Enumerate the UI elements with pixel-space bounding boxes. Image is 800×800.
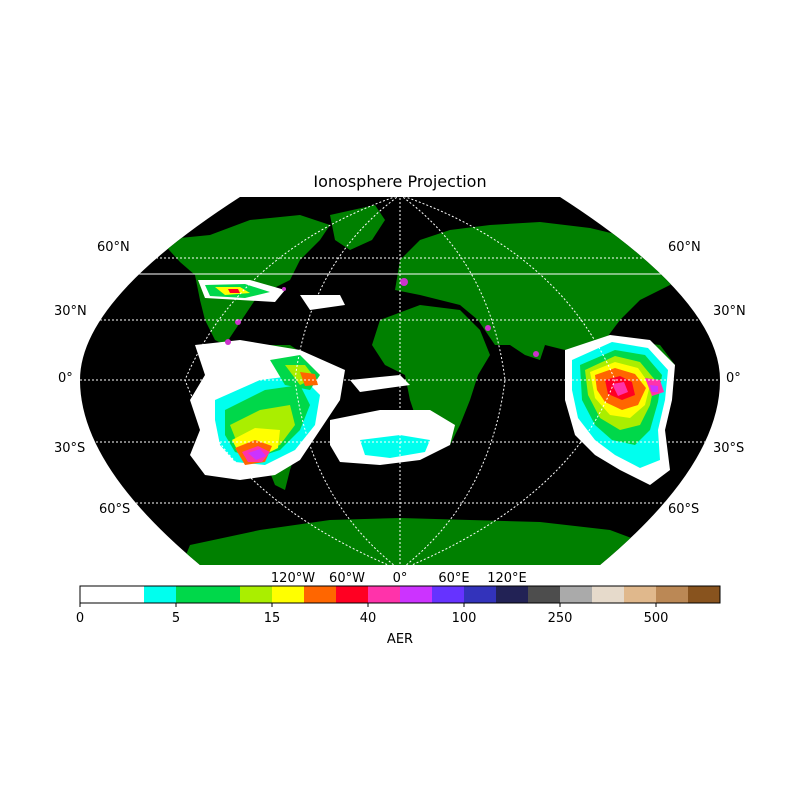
lat-label-left-60s: 60°S — [99, 502, 131, 517]
colorbar-tick-40: 40 — [359, 611, 377, 626]
lat-label-right-30n: 30°N — [713, 304, 746, 319]
graticule — [80, 197, 720, 565]
lon-label-60e: 60°E — [438, 571, 470, 586]
colorbar-tick-15: 15 — [263, 611, 281, 626]
antarctica-land — [180, 518, 650, 565]
colorbar-tick-250: 250 — [547, 611, 573, 626]
lat-label-right-0: 0° — [726, 371, 741, 386]
colorbar-tick-100: 100 — [451, 611, 477, 626]
lon-label-120e: 120°E — [487, 571, 527, 586]
lat-label-right-30s: 30°S — [713, 441, 745, 456]
lat-label-right-60n: 60°N — [668, 240, 701, 255]
aer-overlay-africa — [330, 375, 455, 465]
lat-label-left-0: 0° — [58, 371, 73, 386]
aer-overlay-australia — [565, 335, 675, 485]
lat-label-left-60n: 60°N — [97, 240, 130, 255]
colorbar-tick-5: 5 — [171, 611, 181, 626]
colorbar-tick-0: 0 — [75, 611, 85, 626]
eurasia-land — [395, 222, 690, 350]
colorbar-tick-500: 500 — [643, 611, 669, 626]
lat-label-left-30n: 30°N — [54, 304, 87, 319]
aer-overlay-south-america — [190, 340, 345, 480]
greenland-land — [330, 205, 385, 250]
lat-label-right-60s: 60°S — [668, 502, 700, 517]
aer-overlay-north-america — [198, 280, 345, 310]
colorbar-label: AER — [386, 632, 414, 647]
lon-label-0: 0° — [392, 571, 408, 586]
lon-label-60w: 60°W — [329, 571, 365, 586]
africa-land — [372, 305, 490, 450]
lat-label-left-30s: 30°S — [54, 441, 86, 456]
lon-label-120w: 120°W — [270, 571, 316, 586]
map-title: Ionosphere Projection — [313, 172, 487, 191]
